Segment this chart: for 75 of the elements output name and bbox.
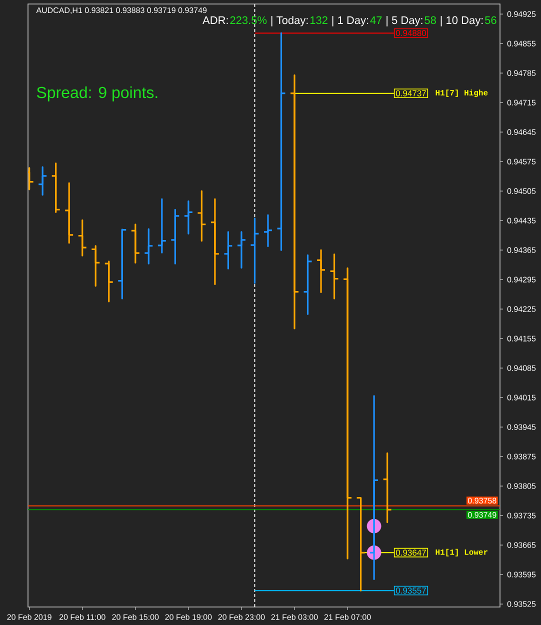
y-tick-label: 0.94925 bbox=[507, 11, 536, 17]
candlestick bbox=[342, 267, 352, 560]
candlestick bbox=[223, 231, 233, 270]
annotation: | Today: bbox=[271, 16, 308, 26]
x-tick-label: 20 Feb 15:00 bbox=[112, 614, 159, 620]
candlestick bbox=[78, 219, 88, 256]
y-tick-label: 0.94435 bbox=[507, 218, 536, 224]
y-tick-label: 0.94365 bbox=[507, 247, 536, 253]
y-tick-label: 0.94785 bbox=[507, 70, 536, 76]
annotation: | 10 Day: bbox=[440, 16, 483, 26]
annotation: Spread: 9 points. bbox=[36, 86, 158, 102]
y-tick-label: 0.94295 bbox=[507, 276, 536, 282]
candlestick bbox=[369, 395, 379, 580]
candlestick bbox=[130, 224, 140, 264]
y-tick-label: 0.94015 bbox=[507, 394, 536, 400]
candlestick bbox=[290, 74, 300, 330]
candlestick bbox=[170, 208, 180, 264]
candlestick bbox=[276, 32, 286, 251]
x-tick-label: 21 Feb 07:00 bbox=[324, 614, 371, 620]
candlestick bbox=[90, 245, 100, 287]
y-tick-label: 0.94575 bbox=[507, 158, 536, 164]
y-tick-label: 0.93805 bbox=[507, 483, 536, 489]
annotation: | 1 Day: bbox=[332, 16, 368, 26]
annotation: ADR: bbox=[202, 16, 228, 24]
candlestick bbox=[382, 452, 392, 524]
annotation: 132 bbox=[310, 16, 328, 24]
candlestick bbox=[104, 260, 114, 302]
annotation: 56 bbox=[485, 16, 496, 24]
candlestick bbox=[316, 249, 326, 294]
y-tick-label: 0.93595 bbox=[507, 572, 536, 578]
y-tick-label: 0.94645 bbox=[507, 129, 536, 135]
legend-label: H1[1] Lower bbox=[436, 548, 488, 556]
candlestick bbox=[38, 166, 48, 196]
y-tick-label: 0.93525 bbox=[507, 601, 536, 607]
x-tick-label: 21 Feb 03:00 bbox=[271, 614, 318, 620]
candlestick bbox=[144, 228, 154, 264]
candlestick bbox=[64, 182, 74, 244]
candlestick bbox=[329, 253, 340, 300]
x-tick-label: 20 Feb 2019 bbox=[7, 614, 52, 620]
data-label: 0.94737 bbox=[396, 90, 426, 96]
ref-line-label: 0.93749 bbox=[468, 512, 496, 518]
candlestick bbox=[51, 162, 61, 213]
candlestick bbox=[263, 214, 273, 248]
annotation: | 5 Day: bbox=[386, 16, 422, 26]
y-tick-label: 0.93945 bbox=[507, 424, 536, 430]
y-tick-label: 0.93735 bbox=[507, 512, 536, 518]
legend-label: H1[7] Highe bbox=[436, 90, 488, 98]
candlestick bbox=[196, 190, 206, 242]
candlestick bbox=[236, 231, 246, 269]
candlestick bbox=[302, 254, 313, 315]
candlestick bbox=[184, 200, 194, 234]
candlestick bbox=[250, 218, 260, 284]
annotation: 58 bbox=[424, 16, 436, 24]
ref-line-label: 0.93758 bbox=[468, 498, 496, 504]
y-tick-label: 0.94715 bbox=[507, 100, 536, 106]
y-tick-label: 0.94855 bbox=[507, 40, 536, 46]
candlestick bbox=[356, 497, 366, 592]
data-label: 0.94880 bbox=[396, 30, 426, 36]
chart-title: AUDCAD,H1 0.93821 0.93883 0.93719 0.93749 bbox=[36, 7, 207, 14]
y-tick-label: 0.93665 bbox=[507, 542, 536, 548]
data-label: 0.93647 bbox=[396, 550, 426, 556]
candlestick bbox=[210, 198, 220, 286]
annotation: 47 bbox=[370, 16, 382, 24]
x-tick-label: 20 Feb 19:00 bbox=[165, 614, 212, 620]
annotation: 223.5% bbox=[230, 16, 267, 24]
y-tick-label: 0.93875 bbox=[507, 454, 536, 460]
x-tick-label: 20 Feb 11:00 bbox=[59, 614, 106, 620]
data-label: 0.93557 bbox=[396, 588, 426, 594]
y-tick-label: 0.94155 bbox=[507, 336, 536, 342]
y-tick-label: 0.94505 bbox=[507, 188, 536, 194]
x-tick-label: 20 Feb 23:00 bbox=[218, 614, 265, 620]
y-tick-label: 0.94225 bbox=[507, 306, 536, 312]
candlestick bbox=[117, 228, 127, 300]
y-tick-label: 0.94085 bbox=[507, 365, 536, 371]
candlestick bbox=[157, 198, 167, 254]
